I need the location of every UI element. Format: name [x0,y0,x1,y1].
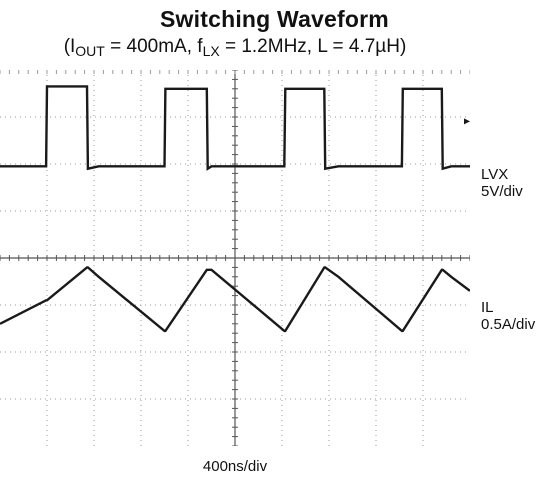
channel-name: IL [481,299,494,316]
trace-lvx [0,85,470,171]
oscilloscope-plot [0,70,470,446]
subtitle-rest: = 1.2MHz, L = 4.7µH) [219,36,407,57]
channel-scale: 0.5A/div [481,316,536,333]
chart-subtitle: (IOUT = 400mA, fLX = 1.2MHz, L = 4.7µH) [0,36,470,58]
chart-title: Switching Waveform [160,6,389,32]
subtitle-open: (I [63,36,76,57]
subtitle-iout-sub: OUT [75,43,105,59]
channel-name: LVX [481,166,509,183]
channel-label-il: IL 0.5A/div [481,299,535,333]
channel-scale: 5V/div [481,183,523,200]
trace-il [0,266,470,333]
subtitle-flx-sub: LX [202,43,220,59]
channel-label-lvx: LVX 5V/div [481,166,523,200]
subtitle-iout-value: = 400mA, f [104,36,203,57]
channel-marker-icon [464,118,470,125]
timebase-label: 400ns/div [202,458,268,475]
